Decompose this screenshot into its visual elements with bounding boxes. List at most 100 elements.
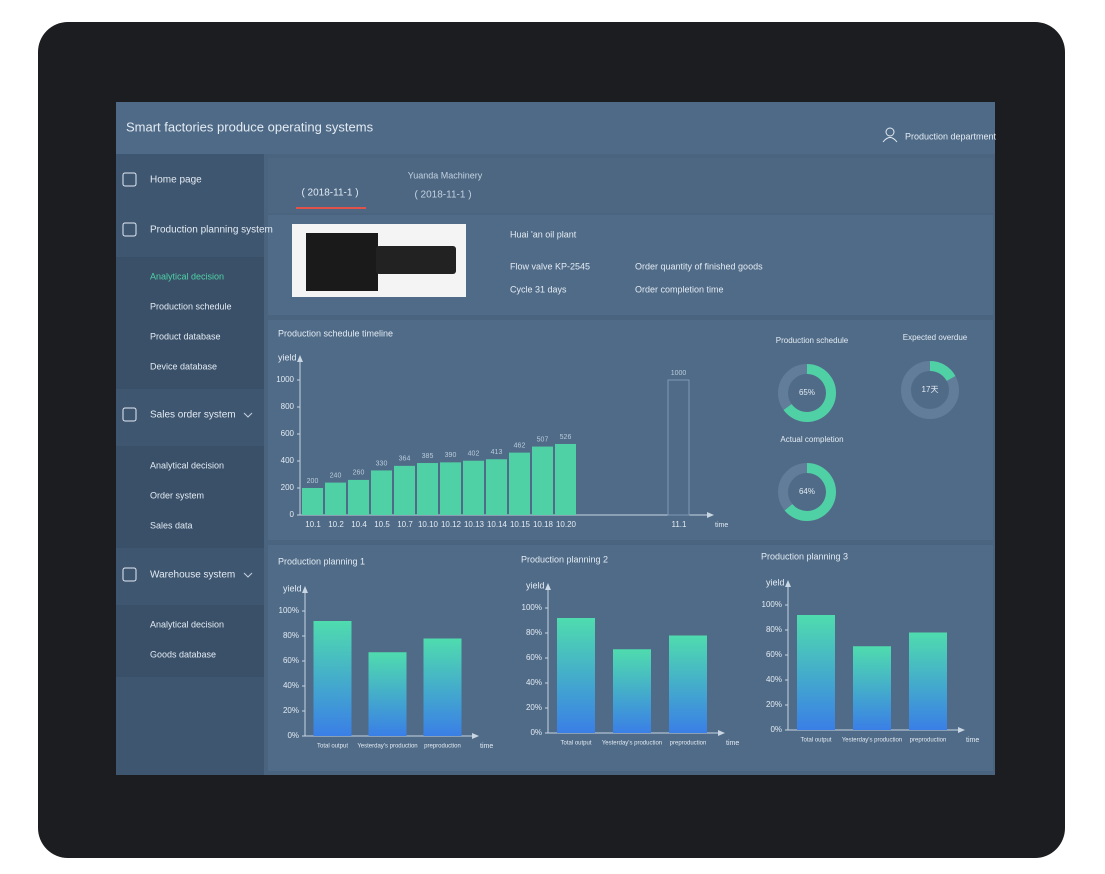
menu-group[interactable]: Home page	[150, 175, 202, 186]
x-tick-label: 10.10	[418, 520, 439, 529]
donut-value: 17天	[922, 385, 939, 394]
menu-icon	[122, 222, 137, 237]
data-label: 200	[307, 478, 319, 485]
y-axis-label: yield	[283, 583, 302, 593]
menu-item[interactable]: Sales data	[150, 520, 193, 530]
bar	[509, 452, 530, 515]
axis-arrow	[545, 583, 551, 590]
data-label: 385	[422, 453, 434, 460]
data-label: 462	[514, 442, 526, 449]
menu-icon	[122, 567, 137, 582]
product-shape	[376, 246, 456, 274]
y-tick-label: 100%	[522, 603, 542, 612]
menu-item[interactable]: Device database	[150, 361, 217, 371]
y-tick-label: 0	[290, 510, 295, 519]
x-tick-label: 10.2	[328, 520, 344, 529]
x-tick-label: 10.5	[374, 520, 390, 529]
info-cycle: Cycle 31 days	[510, 284, 567, 294]
x-tick-label: 10.20	[556, 520, 577, 529]
donut-arc	[929, 361, 956, 382]
donut-arc	[783, 364, 836, 422]
x-axis-label: time	[966, 737, 979, 744]
x-tick-label: 10.13	[464, 520, 485, 529]
donut-value: 65%	[799, 388, 815, 397]
data-label: 1000	[671, 370, 687, 377]
x-tick-label: 10.12	[441, 520, 462, 529]
menu-item[interactable]: Production schedule	[150, 301, 232, 311]
y-tick-label: 0%	[287, 731, 299, 740]
chart-title: Production schedule timeline	[278, 328, 393, 338]
y-tick-label: 40%	[526, 678, 542, 687]
y-tick-label: 100%	[762, 600, 782, 609]
axis-arrow	[785, 580, 791, 587]
menu-item[interactable]: Goods database	[150, 649, 216, 659]
axis-arrow	[718, 730, 725, 736]
bar	[313, 621, 352, 736]
y-tick-label: 100%	[279, 606, 299, 615]
chart-title: Production planning 3	[761, 551, 848, 561]
bar	[613, 649, 651, 733]
bar	[348, 479, 369, 515]
product-shape	[306, 233, 378, 291]
user-icon	[882, 137, 898, 143]
bar	[463, 460, 484, 515]
menu-group[interactable]: Warehouse system	[150, 570, 235, 581]
bar	[532, 446, 553, 515]
y-tick-label: 1000	[276, 375, 294, 384]
menu-item[interactable]: Order system	[150, 490, 204, 500]
x-tick-label: 10.4	[351, 520, 367, 529]
tab[interactable]: ( 2018-11-1 )	[414, 190, 471, 201]
y-tick-label: 0%	[770, 725, 782, 734]
data-label: 364	[399, 456, 411, 463]
x-tick-label: preproduction	[670, 741, 707, 747]
menu-group[interactable]: Sales order system	[150, 410, 236, 421]
donut-value: 64%	[799, 487, 815, 496]
menu-item[interactable]: Analytical decision	[150, 460, 224, 470]
bar	[555, 443, 576, 515]
data-label: 526	[560, 434, 572, 441]
x-axis-label: time	[726, 740, 739, 747]
y-tick-label: 200	[281, 483, 295, 492]
data-label: 330	[376, 460, 388, 467]
x-tick-label: 10.7	[397, 520, 413, 529]
info-order-quantity: Order quantity of finished goods	[635, 261, 763, 271]
bar	[486, 459, 507, 515]
y-tick-label: 80%	[526, 628, 542, 637]
tab[interactable]: ( 2018-11-1 )	[301, 188, 358, 199]
axis-arrow	[302, 586, 308, 593]
bar	[797, 615, 835, 730]
axis-arrow	[297, 355, 303, 362]
menu-group[interactable]: Production planning system	[150, 225, 273, 236]
bar	[417, 463, 438, 515]
data-label: 240	[330, 472, 342, 479]
menu-item[interactable]: Analytical decision	[150, 619, 224, 629]
x-axis-label: time	[480, 743, 493, 750]
x-tick-label: Yesterday's production	[842, 738, 902, 744]
y-tick-label: 40%	[283, 681, 299, 690]
axis-arrow	[707, 512, 714, 518]
chevron	[243, 572, 253, 578]
x-tick-label: preproduction	[910, 738, 947, 744]
y-tick-label: 20%	[283, 706, 299, 715]
menu-item[interactable]: Product database	[150, 331, 221, 341]
user-name[interactable]: Production department	[905, 131, 997, 141]
x-tick-label: Yesterday's production	[357, 744, 417, 750]
chart-title: Production planning 2	[521, 554, 608, 564]
x-tick-label: 10.1	[305, 520, 321, 529]
submenu-bg	[116, 605, 264, 677]
y-axis-label: yield	[766, 577, 785, 587]
donut-arc	[784, 463, 836, 521]
bar	[557, 618, 595, 733]
bar	[394, 465, 415, 515]
tab[interactable]: Yuanda Machinery	[408, 170, 483, 180]
donut-title: Production schedule	[776, 336, 849, 345]
chart-title: Production planning 1	[278, 556, 365, 566]
menu-item[interactable]: Analytical decision	[150, 271, 224, 281]
y-tick-label: 60%	[283, 656, 299, 665]
y-tick-label: 600	[281, 429, 295, 438]
chevron	[243, 412, 253, 418]
submenu-bg	[116, 257, 264, 389]
user-icon	[885, 127, 895, 137]
x-axis-label: time	[715, 522, 728, 529]
